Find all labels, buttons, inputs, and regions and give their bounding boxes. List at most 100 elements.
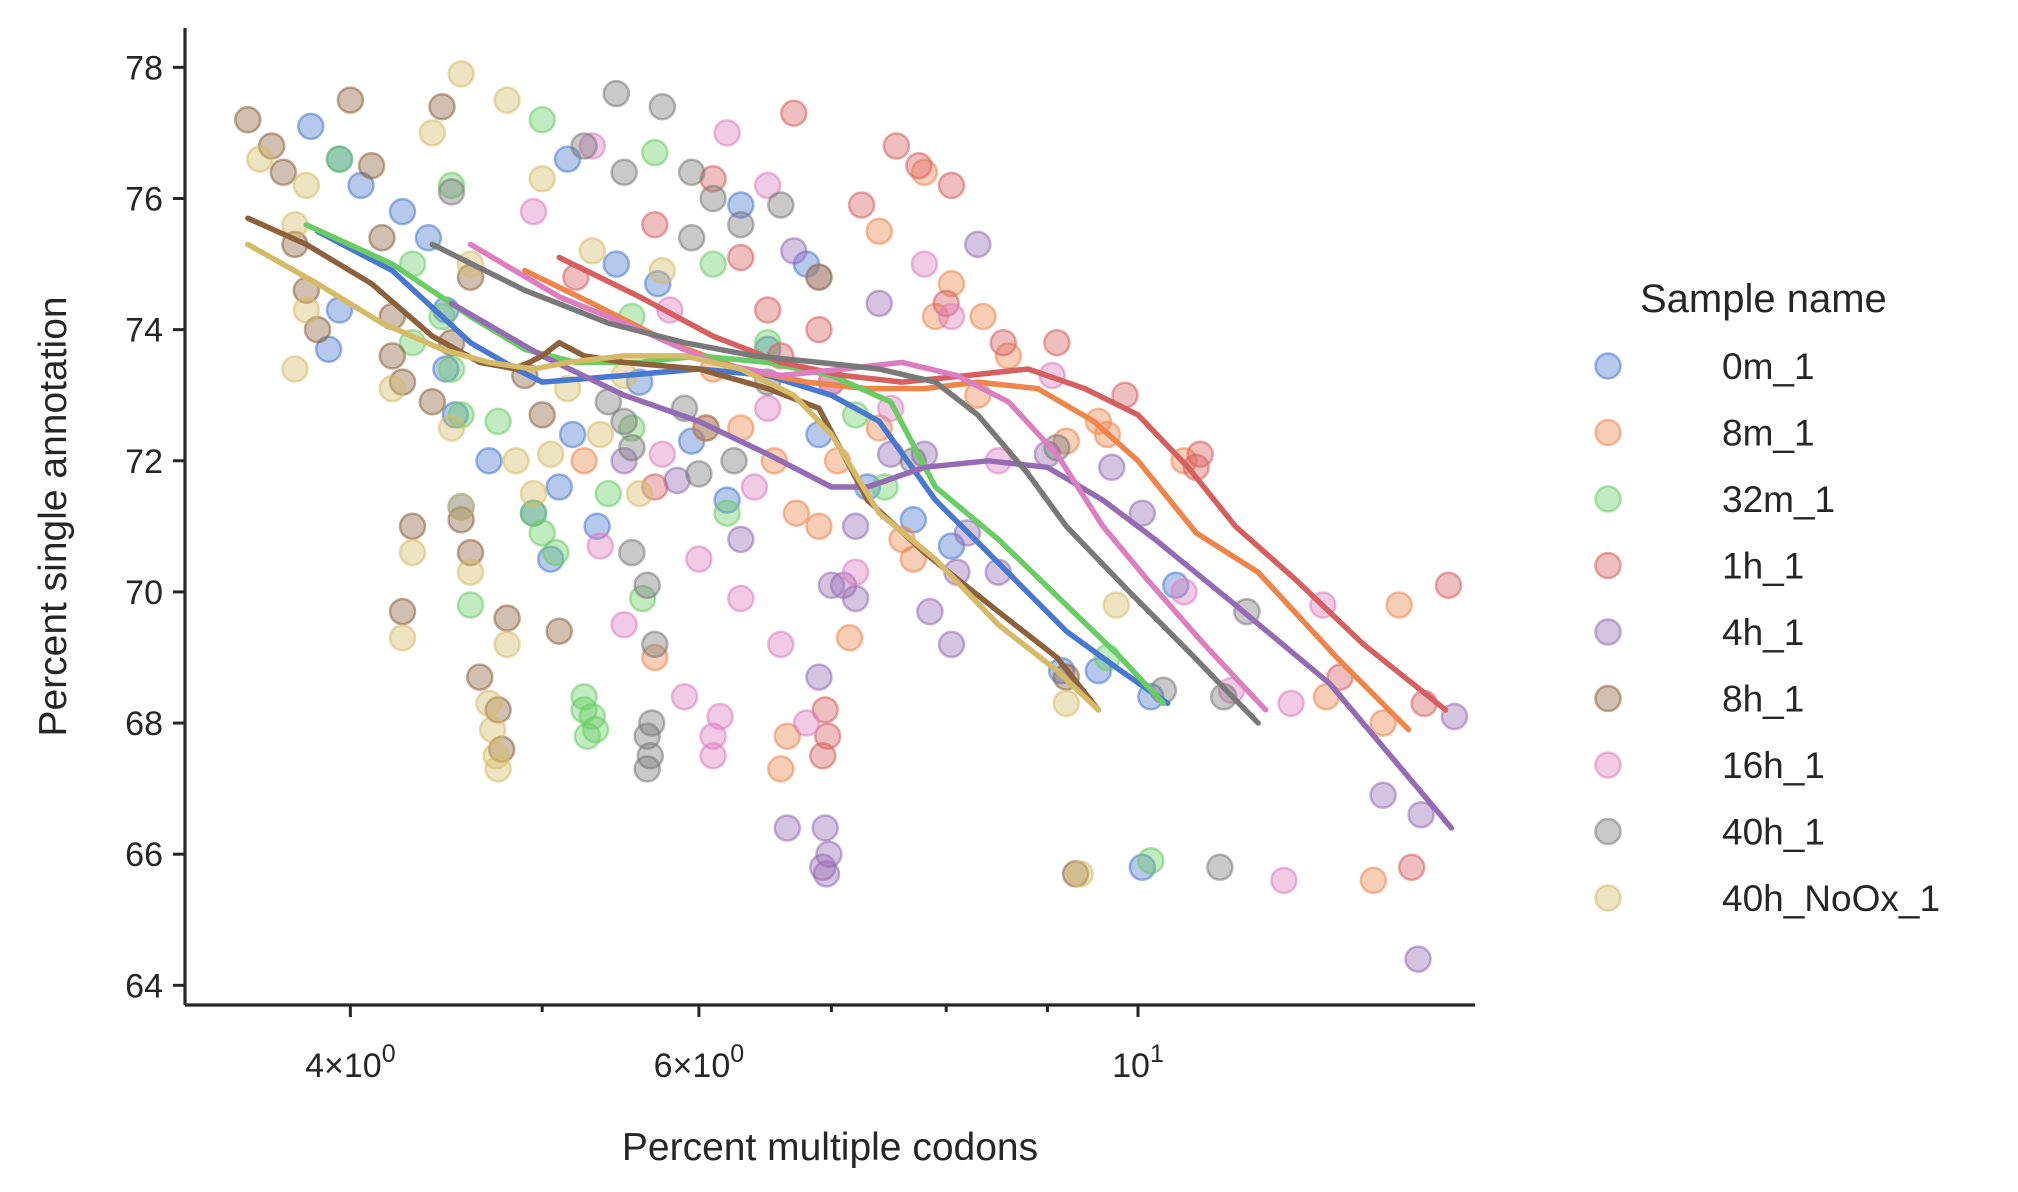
data-point <box>536 440 565 468</box>
data-point <box>1369 709 1397 737</box>
data-point <box>720 447 748 475</box>
data-point <box>388 624 417 652</box>
data-point <box>1397 853 1426 882</box>
data-point <box>610 447 638 475</box>
data-point <box>1206 853 1234 882</box>
legend-item-40h_1: 40h_1 <box>1594 812 1825 853</box>
data-point <box>811 696 839 724</box>
data-point <box>699 742 727 770</box>
y-axis-label: Percent single annotation <box>32 296 75 736</box>
y-tick-label: 72 <box>125 443 163 481</box>
data-point <box>1270 866 1298 895</box>
data-point <box>398 538 427 567</box>
data-point <box>841 558 870 586</box>
data-point <box>388 597 417 626</box>
data-point <box>493 604 521 632</box>
legend-item-32m_1: 32m_1 <box>1594 479 1835 520</box>
data-point <box>847 191 876 219</box>
data-point <box>670 683 699 711</box>
data-point <box>292 171 321 200</box>
data-point <box>1385 591 1413 619</box>
legend-marker <box>1594 751 1622 779</box>
data-point <box>792 709 821 737</box>
data-point <box>484 407 512 436</box>
data-point <box>727 210 755 239</box>
data-point <box>418 388 447 416</box>
data-point <box>685 545 713 573</box>
data-point <box>610 158 638 187</box>
data-point <box>937 302 966 331</box>
series-points-40h_1 <box>437 79 1261 882</box>
data-point <box>398 512 427 541</box>
data-point <box>246 145 274 173</box>
data-point <box>493 630 521 659</box>
data-point <box>437 355 466 383</box>
data-point <box>610 407 638 436</box>
data-point <box>578 237 607 265</box>
data-point <box>753 394 782 423</box>
legend-marker <box>1594 352 1622 380</box>
legend-title: Sample name <box>1640 277 1887 321</box>
series-points-16h_1 <box>519 119 1337 895</box>
data-point <box>602 250 631 278</box>
data-point <box>297 112 325 141</box>
data-point <box>336 86 365 114</box>
data-point <box>677 158 706 187</box>
data-point <box>542 538 570 567</box>
data-point <box>528 106 556 134</box>
legend-label: 16h_1 <box>1722 745 1825 786</box>
data-point <box>740 473 769 501</box>
fit-line-4h_1 <box>448 300 1455 831</box>
data-point <box>570 132 598 160</box>
data-point <box>773 722 802 750</box>
data-point <box>570 447 598 475</box>
data-point <box>989 328 1018 357</box>
data-point <box>727 243 755 272</box>
fit-line-1h_1 <box>556 254 1449 713</box>
data-point <box>727 191 755 219</box>
y-tick-label: 66 <box>125 836 163 874</box>
legend: Sample name 0m_1 8m_1 32m_1 1h_1 4h_1 8h_1 16h_… <box>1594 277 1940 919</box>
data-point <box>727 525 755 554</box>
data-point <box>437 178 466 206</box>
y-tick-label: 68 <box>125 705 163 743</box>
data-point <box>633 755 661 783</box>
legend-marker <box>1594 684 1622 713</box>
series-points-1h_1 <box>562 99 1463 882</box>
scatter-points <box>234 60 1469 973</box>
data-point <box>1043 433 1071 462</box>
legend-item-0m_1: 0m_1 <box>1594 346 1815 387</box>
fit-line-40h_NoOx_1 <box>245 241 1102 713</box>
data-point <box>685 460 713 488</box>
data-point <box>865 217 893 246</box>
data-point <box>573 722 602 750</box>
x-tick-label: 6×100 <box>654 1040 745 1085</box>
data-point <box>865 289 893 318</box>
legend-item-8h_1: 8h_1 <box>1594 679 1804 720</box>
legend-label: 8m_1 <box>1722 413 1815 454</box>
data-point <box>815 840 843 868</box>
data-point <box>1369 781 1397 809</box>
data-point <box>493 86 521 114</box>
data-point <box>841 512 870 541</box>
data-point <box>368 224 396 252</box>
legend-marker <box>1594 884 1622 912</box>
data-point <box>638 709 666 737</box>
data-point <box>641 210 669 239</box>
data-point <box>633 571 661 600</box>
data-point <box>475 689 503 718</box>
legend-label: 0m_1 <box>1722 346 1815 387</box>
data-point <box>780 237 808 265</box>
data-point <box>835 624 864 652</box>
fit-lines <box>245 215 1455 831</box>
data-point <box>1359 866 1388 895</box>
data-point <box>805 512 833 541</box>
data-point <box>475 447 503 475</box>
data-point <box>767 191 795 219</box>
data-point <box>378 374 407 403</box>
data-point <box>727 584 755 613</box>
data-point <box>325 145 354 173</box>
data-point <box>713 499 741 527</box>
axes: 64 66 68 70 72 74 76 78 4×100 6×100 101 Percent mul… <box>32 28 1475 1169</box>
data-point <box>753 171 782 200</box>
